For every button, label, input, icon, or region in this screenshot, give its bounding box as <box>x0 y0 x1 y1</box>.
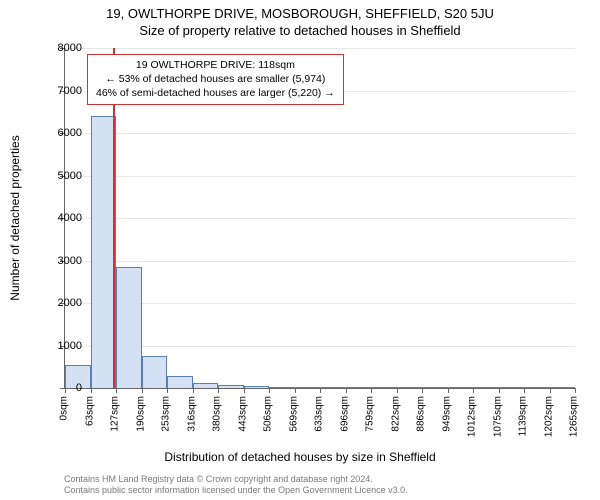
xtick-label: 190sqm <box>135 396 146 432</box>
xtick-label: 380sqm <box>212 396 223 432</box>
xtick-label: 316sqm <box>186 396 197 432</box>
chart-title-subtitle: Size of property relative to detached ho… <box>0 21 600 38</box>
histogram-bar <box>320 387 346 388</box>
xtick-mark <box>193 388 194 393</box>
ytick-label: 7000 <box>42 85 82 97</box>
xtick-mark <box>320 388 321 393</box>
histogram-bar <box>499 387 525 388</box>
grid-line <box>65 48 575 49</box>
xtick-label: 63sqm <box>84 396 95 426</box>
ytick-label: 3000 <box>42 255 82 267</box>
xtick-label: 127sqm <box>110 396 121 432</box>
annotation-line3: 46% of semi-detached houses are larger (… <box>96 86 335 100</box>
xtick-mark <box>499 388 500 393</box>
xtick-mark <box>346 388 347 393</box>
xtick-label: 1012sqm <box>467 396 478 437</box>
xtick-mark <box>167 388 168 393</box>
histogram-bar <box>269 387 295 388</box>
xtick-mark <box>397 388 398 393</box>
xtick-mark <box>448 388 449 393</box>
histogram-bar <box>142 356 168 388</box>
grid-line <box>65 133 575 134</box>
xtick-mark <box>422 388 423 393</box>
histogram-bar <box>116 267 142 388</box>
histogram-bar <box>473 387 499 388</box>
xtick-mark <box>116 388 117 393</box>
x-axis-label: Distribution of detached houses by size … <box>0 450 600 464</box>
histogram-bar <box>167 376 193 388</box>
xtick-label: 633sqm <box>314 396 325 432</box>
xtick-mark <box>524 388 525 393</box>
ytick-label: 2000 <box>42 297 82 309</box>
attribution-text: Contains HM Land Registry data © Crown c… <box>64 474 408 497</box>
xtick-label: 1139sqm <box>518 396 529 436</box>
xtick-label: 443sqm <box>237 396 248 432</box>
xtick-mark <box>91 388 92 393</box>
xtick-label: 822sqm <box>390 396 401 432</box>
xtick-mark <box>371 388 372 393</box>
xtick-mark <box>575 388 576 393</box>
xtick-mark <box>269 388 270 393</box>
annotation-line1: 19 OWLTHORPE DRIVE: 118sqm <box>96 58 335 72</box>
attribution-line1: Contains HM Land Registry data © Crown c… <box>64 474 408 485</box>
grid-line <box>65 303 575 304</box>
histogram-bar <box>371 387 397 388</box>
chart-container: 19, OWLTHORPE DRIVE, MOSBOROUGH, SHEFFIE… <box>0 0 600 500</box>
xtick-mark <box>244 388 245 393</box>
ytick-label: 1000 <box>42 340 82 352</box>
ytick-label: 4000 <box>42 212 82 224</box>
xtick-label: 949sqm <box>441 396 452 432</box>
histogram-bar <box>218 385 244 388</box>
xtick-label: 253sqm <box>161 396 172 432</box>
xtick-mark <box>473 388 474 393</box>
ytick-label: 6000 <box>42 127 82 139</box>
y-axis-label: Number of detached properties <box>8 135 22 300</box>
xtick-mark <box>550 388 551 393</box>
xtick-label: 696sqm <box>339 396 350 432</box>
grid-line <box>65 176 575 177</box>
histogram-bar <box>550 387 576 388</box>
plot-area: 19 OWLTHORPE DRIVE: 118sqm← 53% of detac… <box>64 48 575 389</box>
attribution-line2: Contains public sector information licen… <box>64 485 408 496</box>
xtick-label: 506sqm <box>263 396 274 432</box>
xtick-mark <box>142 388 143 393</box>
grid-line <box>65 261 575 262</box>
xtick-mark <box>218 388 219 393</box>
histogram-bar <box>193 383 219 388</box>
annotation-box: 19 OWLTHORPE DRIVE: 118sqm← 53% of detac… <box>87 54 344 105</box>
ytick-label: 0 <box>42 382 82 394</box>
chart-title-address: 19, OWLTHORPE DRIVE, MOSBOROUGH, SHEFFIE… <box>0 0 600 21</box>
xtick-label: 569sqm <box>288 396 299 432</box>
grid-line <box>65 346 575 347</box>
xtick-label: 1075sqm <box>492 396 503 437</box>
grid-line <box>65 218 575 219</box>
histogram-bar <box>346 387 372 388</box>
xtick-mark <box>295 388 296 393</box>
histogram-bar <box>244 386 270 388</box>
xtick-label: 0sqm <box>59 396 70 420</box>
ytick-label: 8000 <box>42 42 82 54</box>
xtick-label: 886sqm <box>416 396 427 432</box>
histogram-bar <box>524 387 550 388</box>
histogram-bar <box>422 387 448 388</box>
histogram-bar <box>448 387 474 388</box>
xtick-label: 1202sqm <box>543 396 554 437</box>
annotation-line2: ← 53% of detached houses are smaller (5,… <box>96 72 335 86</box>
histogram-bar <box>295 387 321 388</box>
histogram-bar <box>397 387 423 388</box>
xtick-label: 1265sqm <box>569 396 580 437</box>
xtick-label: 759sqm <box>365 396 376 432</box>
ytick-label: 5000 <box>42 170 82 182</box>
